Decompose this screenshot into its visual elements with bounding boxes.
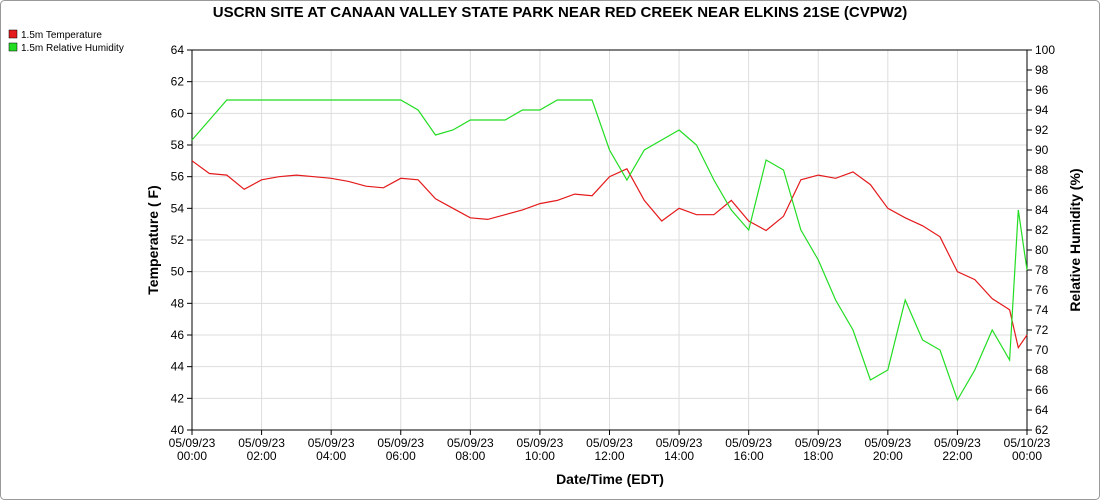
y-tick-label: 64	[171, 43, 185, 57]
legend-swatch	[8, 29, 18, 39]
x-tick-label-line: 05/09/23	[377, 436, 424, 450]
y2-tick-label: 92	[1035, 123, 1049, 137]
x-tick-label-line: 05/09/23	[169, 436, 216, 450]
chart-title: USCRN SITE AT CANAAN VALLEY STATE PARK N…	[213, 4, 908, 21]
y2-tick-label: 98	[1035, 63, 1049, 77]
x-tick-label-line: 00:00	[177, 449, 207, 463]
y-tick-label: 60	[171, 106, 185, 120]
plot-border	[191, 49, 1028, 431]
x-tick-label: 05/09/23 12:00	[586, 436, 633, 463]
y2-axis-label: Relative Humidity (%)	[1067, 168, 1083, 311]
x-tick-label-line: 05/09/23	[238, 436, 285, 450]
x-tick-label-line: 10:00	[525, 449, 555, 463]
x-tick-label: 05/09/23 10:00	[517, 436, 564, 463]
y2-tick-label: 64	[1035, 403, 1049, 417]
y2-tick-label: 88	[1035, 163, 1049, 177]
y-tick-label: 54	[171, 201, 185, 215]
x-tick-label: 05/09/23 16:00	[725, 436, 772, 463]
x-axis-label: Date/Time (EDT)	[556, 471, 664, 487]
x-tick-label: 05/09/23 20:00	[864, 436, 911, 463]
y2-tick-label: 94	[1035, 103, 1049, 117]
x-tick-label-line: 05/09/23	[586, 436, 633, 450]
y-tick-label: 46	[171, 328, 185, 342]
x-tick-label-line: 05/09/23	[447, 436, 494, 450]
x-tick-label-line: 02:00	[247, 449, 277, 463]
y2-tick-label: 70	[1035, 343, 1049, 357]
y2-tick-label: 66	[1035, 383, 1049, 397]
x-tick-label: 05/09/23 02:00	[238, 436, 285, 463]
x-tick-label-line: 05/09/23	[795, 436, 842, 450]
x-tick-label: 05/09/23 22:00	[934, 436, 981, 463]
y-tick-label: 58	[171, 138, 185, 152]
y2-tick-label: 86	[1035, 183, 1049, 197]
y-tick-label: 42	[171, 391, 185, 405]
y-axis-label: Temperature ( F)	[145, 185, 161, 294]
x-tick-label: 05/10/23 00:00	[1004, 436, 1051, 463]
x-tick-label: 05/09/23 00:00	[169, 436, 216, 463]
y-tick-label: 62	[171, 75, 185, 89]
legend-label: 1.5m Relative Humidity	[21, 43, 124, 54]
x-tick-label-line: 05/09/23	[308, 436, 355, 450]
x-tick-label-line: 05/09/23	[517, 436, 564, 450]
y2-tick-label: 80	[1035, 243, 1049, 257]
x-tick-label-line: 20:00	[873, 449, 903, 463]
y2-tick-label: 72	[1035, 323, 1049, 337]
y2-tick-label: 78	[1035, 263, 1049, 277]
y-tick-label: 48	[171, 296, 185, 310]
legend-label: 1.5m Temperature	[21, 30, 102, 41]
series-line	[191, 99, 1028, 402]
y-tick-label: 52	[171, 233, 185, 247]
x-tick-label-line: 05/09/23	[725, 436, 772, 450]
x-tick-label-line: 14:00	[664, 449, 694, 463]
x-tick-label-line: 04:00	[316, 449, 346, 463]
x-tick-label-line: 05/09/23	[934, 436, 981, 450]
y2-tick-label: 62	[1035, 423, 1049, 437]
x-tick-label-line: 16:00	[734, 449, 764, 463]
y-tick-label: 56	[171, 170, 185, 184]
x-tick-label-line: 05/10/23	[1004, 436, 1051, 450]
x-tick-label: 05/09/23 08:00	[447, 436, 494, 463]
x-tick-label: 05/09/23 04:00	[308, 436, 355, 463]
y2-tick-label: 96	[1035, 83, 1049, 97]
y2-tick-label: 82	[1035, 223, 1049, 237]
series-line	[191, 160, 1028, 350]
x-tick-label-line: 08:00	[455, 449, 485, 463]
x-tick-label: 05/09/23 18:00	[795, 436, 842, 463]
x-tick-label-line: 05/09/23	[864, 436, 911, 450]
x-tick-label-line: 06:00	[386, 449, 416, 463]
y-tick-label: 50	[171, 265, 185, 279]
x-tick-label-line: 22:00	[942, 449, 972, 463]
y-tick-label: 40	[171, 423, 185, 437]
y2-tick-label: 100	[1035, 43, 1055, 57]
x-tick-label: 05/09/23 06:00	[377, 436, 424, 463]
x-tick-label-line: 05/09/23	[656, 436, 703, 450]
x-tick-label-line: 18:00	[803, 449, 833, 463]
y2-tick-label: 74	[1035, 303, 1049, 317]
x-tick-label: 05/09/23 14:00	[656, 436, 703, 463]
y-tick-label: 44	[171, 360, 185, 374]
y2-tick-label: 84	[1035, 203, 1049, 217]
y2-tick-label: 90	[1035, 143, 1049, 157]
x-tick-label-line: 12:00	[594, 449, 624, 463]
y2-tick-label: 68	[1035, 363, 1049, 377]
x-tick-label-line: 00:00	[1012, 449, 1042, 463]
legend-swatch	[8, 42, 18, 52]
y2-tick-label: 76	[1035, 283, 1049, 297]
